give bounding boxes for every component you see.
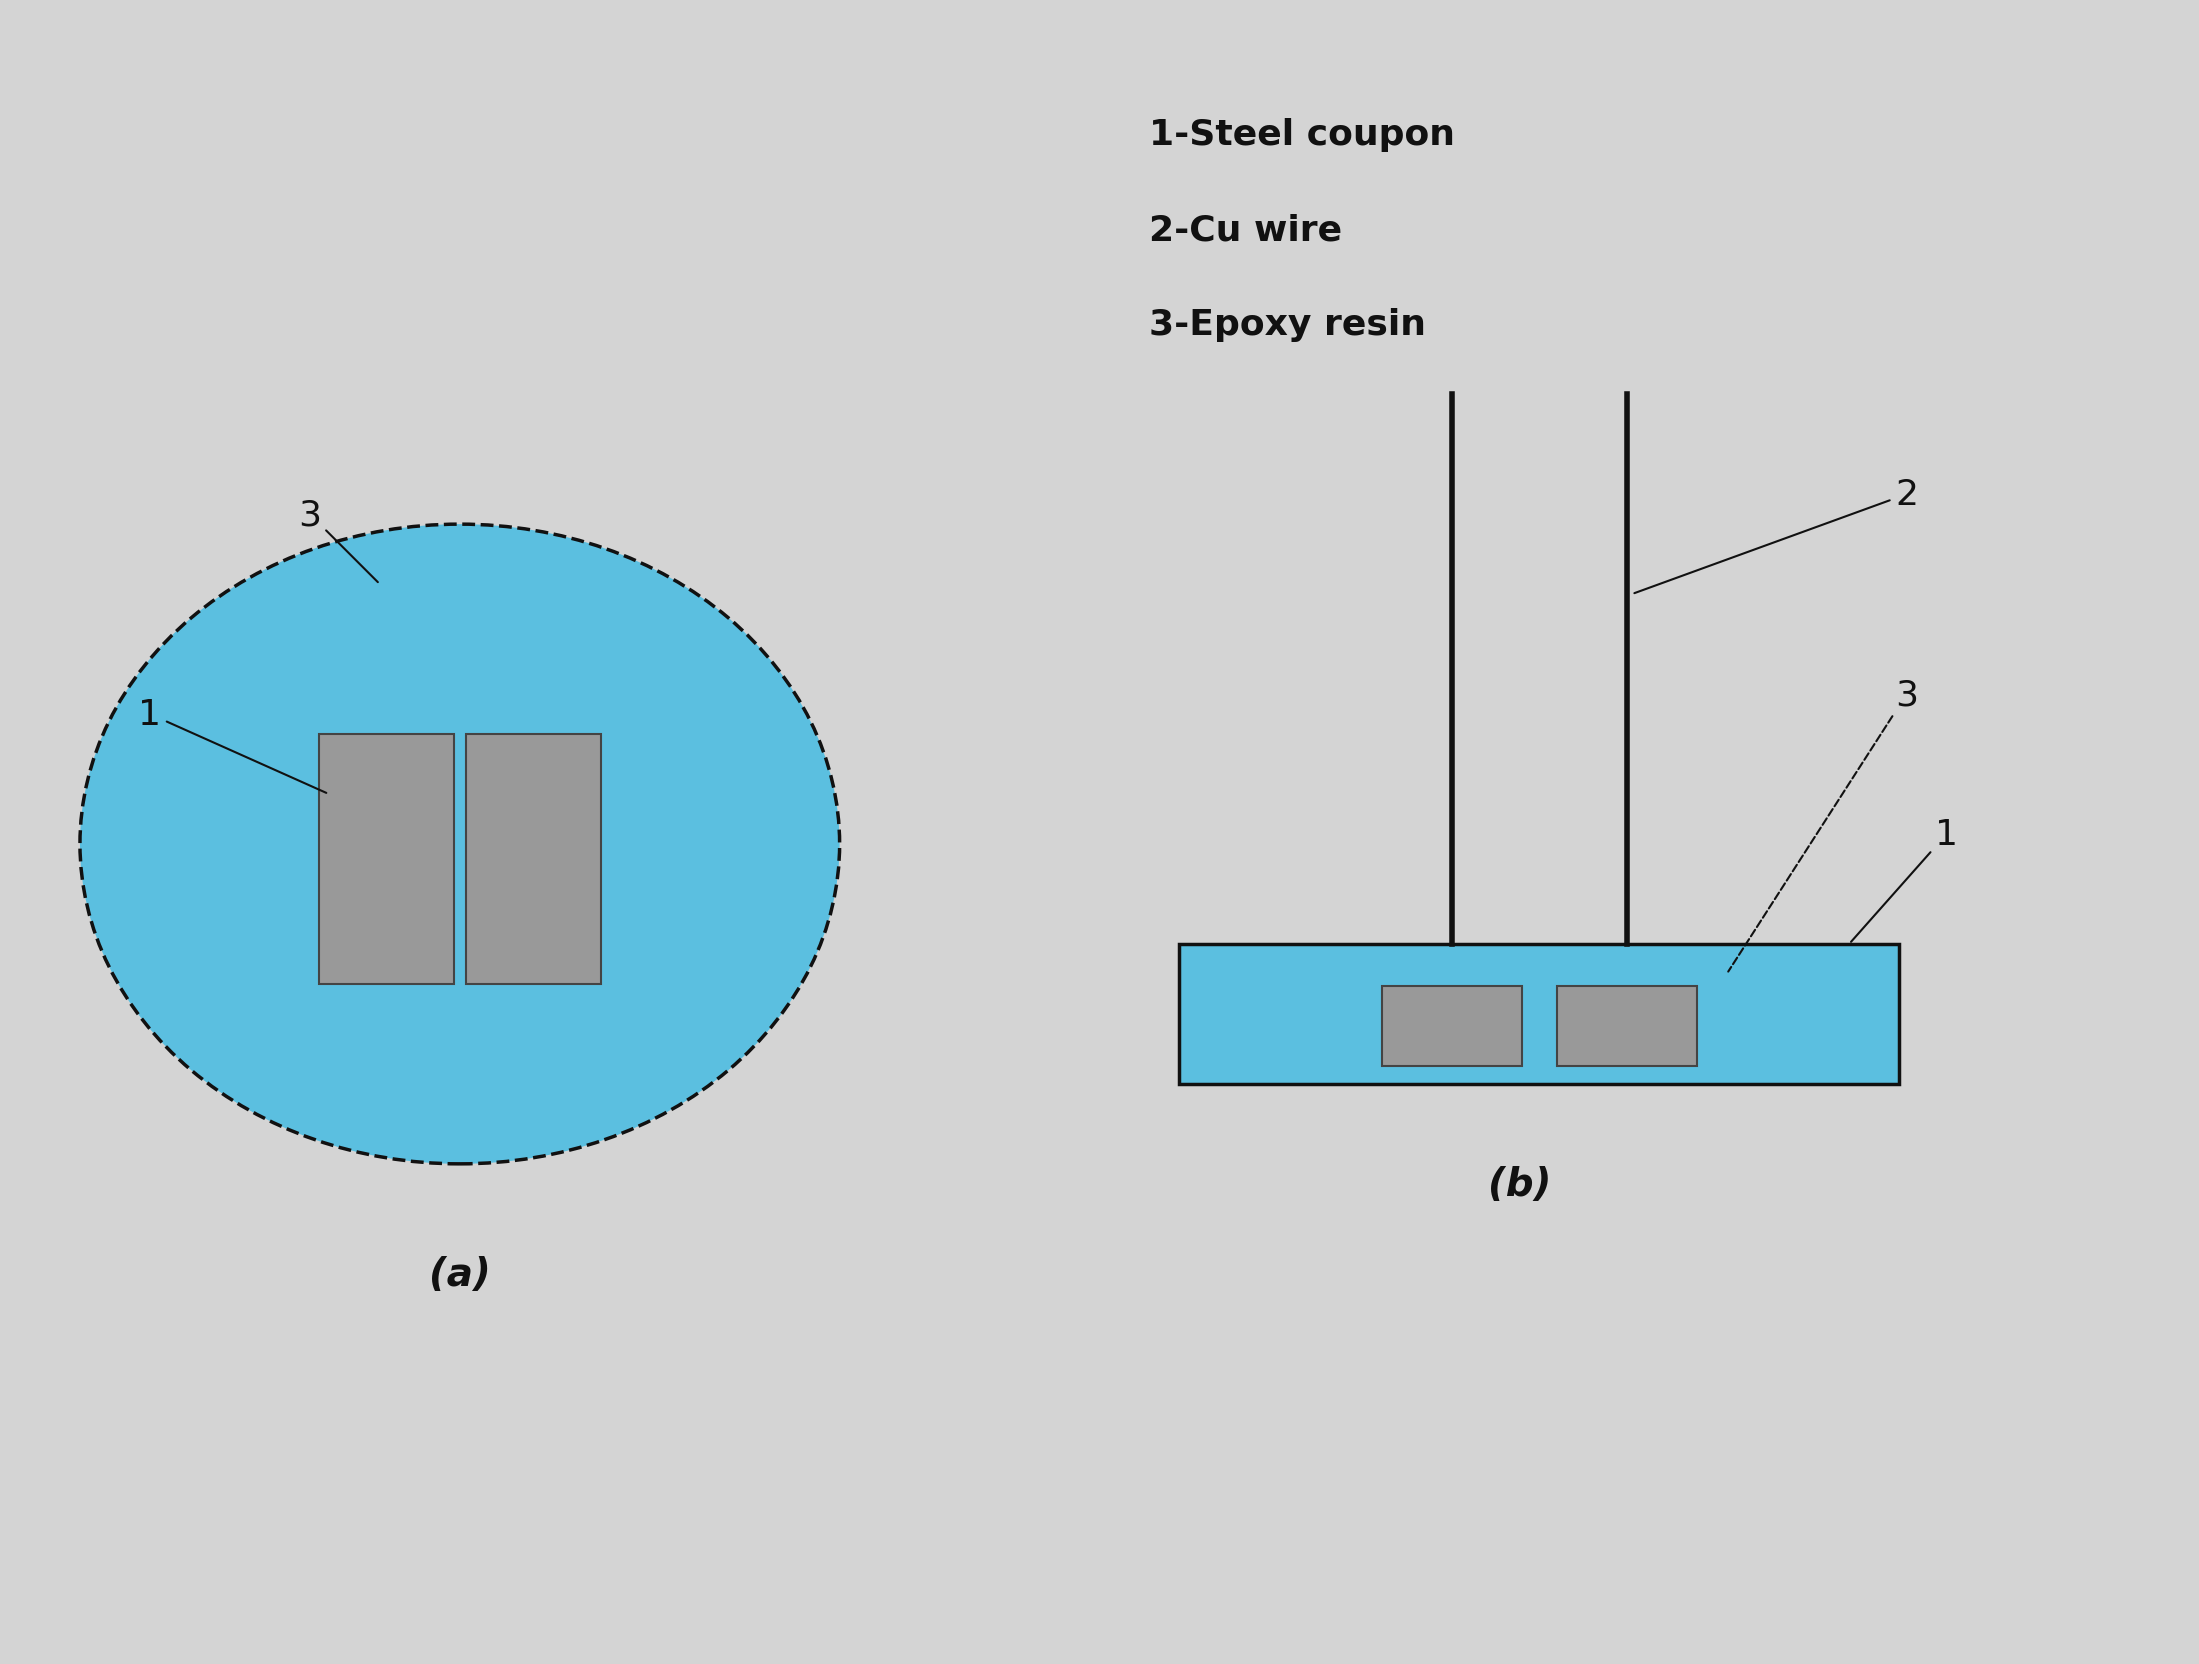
Bar: [466, 734, 600, 985]
Text: 1-Steel coupon: 1-Steel coupon: [1150, 118, 1456, 151]
Bar: [319, 734, 453, 985]
Text: 1: 1: [1852, 817, 1957, 942]
Bar: [1381, 987, 1522, 1067]
Text: 3: 3: [1728, 677, 1918, 972]
Ellipse shape: [79, 524, 840, 1165]
Text: 3: 3: [299, 498, 378, 582]
Text: 3-Epoxy resin: 3-Epoxy resin: [1150, 308, 1427, 343]
Bar: [1179, 945, 1900, 1085]
Text: (a): (a): [429, 1255, 490, 1293]
Text: 2: 2: [1634, 478, 1918, 594]
Text: (b): (b): [1487, 1165, 1550, 1203]
Text: 2-Cu wire: 2-Cu wire: [1150, 213, 1344, 248]
Text: 1: 1: [139, 697, 325, 794]
Bar: [1557, 987, 1698, 1067]
